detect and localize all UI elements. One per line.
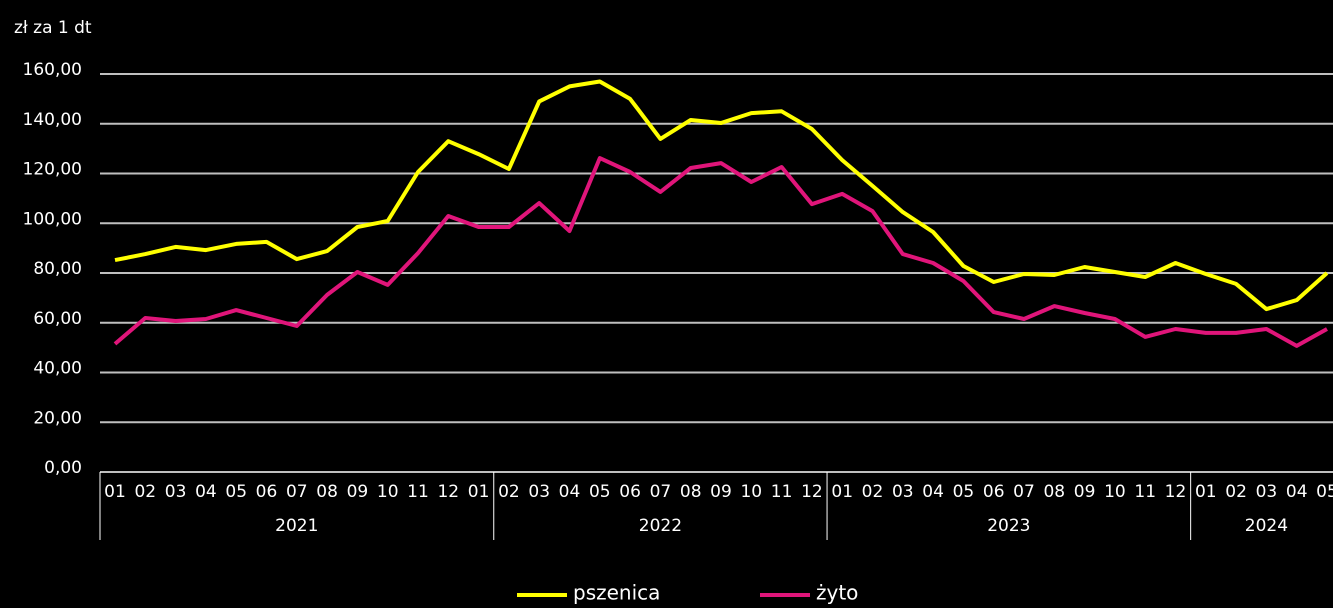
legend-label: pszenica xyxy=(573,581,660,605)
y-tick-label: 20,00 xyxy=(33,408,82,428)
x-tick-label: 05 xyxy=(589,482,611,502)
x-tick-label: 03 xyxy=(1256,482,1278,502)
x-tick-label: 10 xyxy=(740,482,762,502)
x-tick-label: 01 xyxy=(1195,482,1217,502)
x-tick-label: 02 xyxy=(134,482,156,502)
x-tick-label: 11 xyxy=(771,482,793,502)
x-tick-label: 05 xyxy=(1316,482,1333,502)
y-tick-label: 40,00 xyxy=(33,359,82,379)
x-tick-label: 08 xyxy=(680,482,702,502)
y-tick-label: 140,00 xyxy=(23,110,82,130)
x-tick-label: 11 xyxy=(1134,482,1156,502)
x-tick-label: 02 xyxy=(498,482,520,502)
y-tick-label: 120,00 xyxy=(23,160,82,180)
x-tick-label: 11 xyxy=(407,482,429,502)
y-tick-label: 0,00 xyxy=(44,458,82,478)
x-tick-label: 09 xyxy=(710,482,732,502)
x-tick-label: 12 xyxy=(801,482,823,502)
x-tick-label: 01 xyxy=(831,482,853,502)
x-group-label: 2022 xyxy=(639,516,682,536)
x-tick-label: 04 xyxy=(1286,482,1308,502)
x-group-label: 2024 xyxy=(1245,516,1288,536)
x-tick-label: 06 xyxy=(256,482,278,502)
x-tick-label: 09 xyxy=(347,482,369,502)
x-tick-label: 06 xyxy=(619,482,641,502)
x-tick-label: 01 xyxy=(104,482,126,502)
x-tick-label: 04 xyxy=(195,482,217,502)
y-tick-label: 100,00 xyxy=(23,209,82,229)
x-tick-label: 03 xyxy=(892,482,914,502)
x-tick-label: 09 xyxy=(1074,482,1096,502)
x-group-label: 2021 xyxy=(275,516,318,536)
x-tick-label: 06 xyxy=(983,482,1005,502)
x-tick-label: 12 xyxy=(437,482,459,502)
x-tick-label: 10 xyxy=(377,482,399,502)
y-axis-label: zł za 1 dt xyxy=(14,18,92,38)
series-line xyxy=(114,79,1329,312)
x-tick-label: 02 xyxy=(862,482,884,502)
series-line xyxy=(113,156,1328,348)
x-tick-label: 02 xyxy=(1225,482,1247,502)
x-tick-label: 04 xyxy=(559,482,581,502)
x-tick-label: 07 xyxy=(286,482,308,502)
x-tick-label: 03 xyxy=(165,482,187,502)
x-tick-label: 04 xyxy=(922,482,944,502)
x-tick-label: 12 xyxy=(1165,482,1187,502)
legend-label: żyto xyxy=(816,581,858,605)
x-tick-label: 07 xyxy=(1013,482,1035,502)
x-tick-label: 05 xyxy=(225,482,247,502)
y-tick-label: 60,00 xyxy=(33,309,82,329)
x-tick-label: 07 xyxy=(650,482,672,502)
x-tick-label: 03 xyxy=(528,482,550,502)
x-tick-label: 08 xyxy=(316,482,338,502)
x-tick-label: 01 xyxy=(468,482,490,502)
y-tick-label: 80,00 xyxy=(33,259,82,279)
x-group-label: 2023 xyxy=(987,516,1030,536)
y-tick-label: 160,00 xyxy=(23,60,82,80)
x-tick-label: 10 xyxy=(1104,482,1126,502)
x-tick-label: 08 xyxy=(1043,482,1065,502)
x-tick-label: 05 xyxy=(953,482,975,502)
